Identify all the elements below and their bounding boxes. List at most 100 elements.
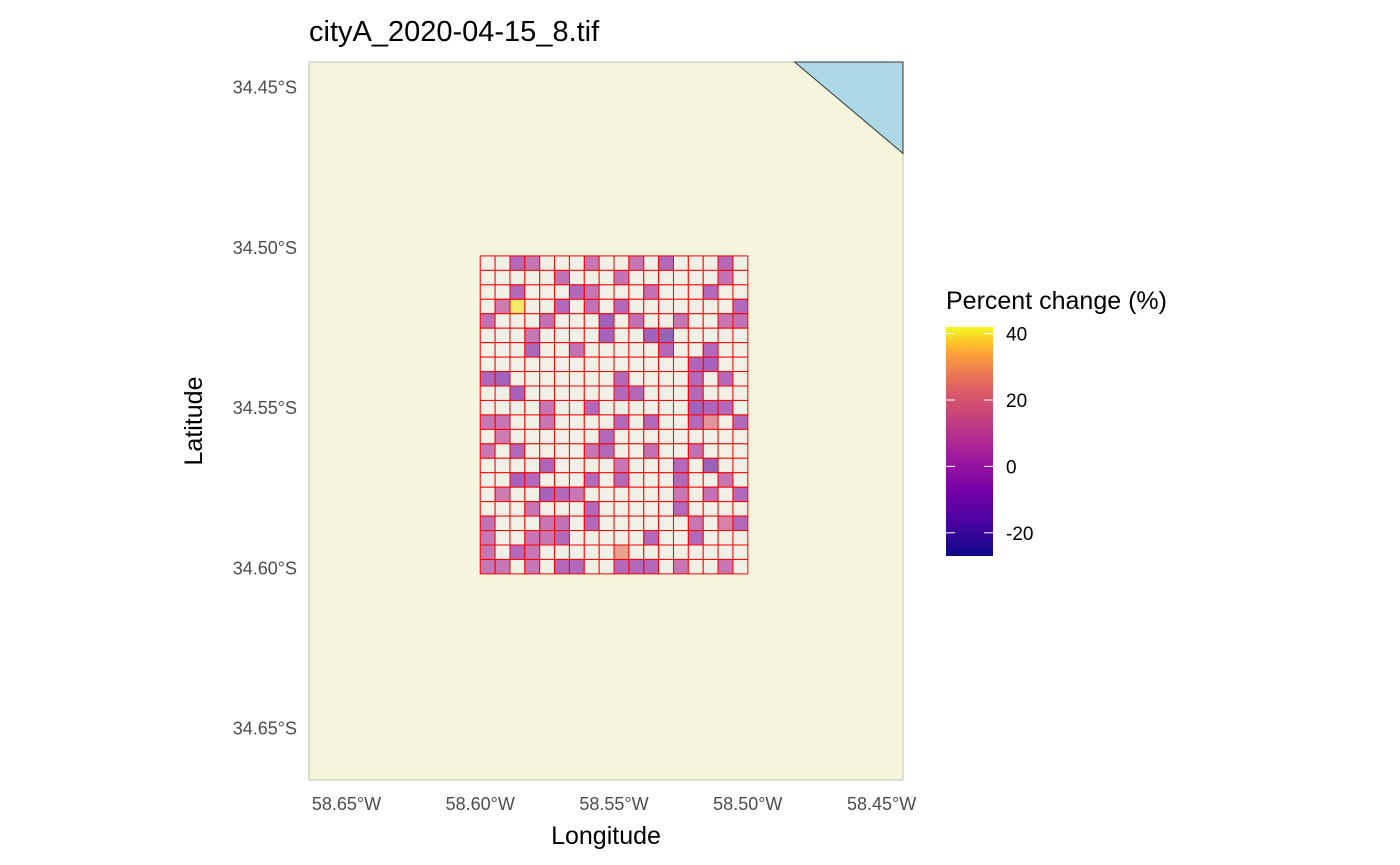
grid-cell — [524, 544, 541, 560]
grid-cell — [687, 501, 704, 517]
grid-cell — [643, 269, 660, 286]
grid-cell — [702, 269, 719, 286]
grid-cell — [702, 457, 719, 474]
grid-cell — [598, 558, 615, 575]
grid-cell — [524, 356, 541, 373]
grid-cell — [509, 486, 526, 503]
grid-cell — [658, 342, 674, 358]
grid-cell — [583, 558, 600, 575]
grid-cell — [702, 399, 719, 416]
grid-cell — [732, 443, 749, 459]
grid-cell — [732, 515, 749, 532]
grid-cell — [494, 457, 511, 474]
grid-cell — [628, 515, 645, 532]
legend-tick-label: 0 — [1006, 457, 1017, 478]
grid-cell — [479, 385, 496, 401]
grid-cell — [613, 269, 630, 286]
grid-cell — [583, 371, 600, 387]
grid-cell — [598, 342, 615, 358]
grid-cell — [732, 530, 749, 546]
grid-cell — [672, 414, 689, 430]
grid-cell — [732, 414, 749, 430]
grid-cell — [568, 298, 585, 315]
grid-cell — [628, 428, 645, 445]
grid-cell — [658, 255, 674, 271]
grid-cell — [554, 371, 570, 387]
water-body — [793, 61, 904, 155]
grid-cell — [717, 356, 734, 373]
grid-cell — [672, 443, 689, 459]
grid-cell — [554, 428, 570, 445]
grid-cell — [598, 284, 615, 300]
grid-cell — [479, 298, 496, 315]
grid-cell — [479, 443, 496, 459]
grid-cell — [613, 298, 630, 315]
grid-cell — [554, 342, 570, 358]
grid-cell — [658, 269, 674, 286]
grid-cell — [702, 342, 719, 358]
grid-cell — [494, 399, 511, 416]
grid-cell — [628, 530, 645, 546]
grid-cell — [687, 313, 704, 329]
grid-cell — [643, 385, 660, 401]
grid-cell — [568, 515, 585, 532]
legend-tick-label: -20 — [1006, 524, 1033, 545]
grid-cell — [539, 284, 556, 300]
grid-cell — [717, 298, 734, 315]
grid-cell — [717, 371, 734, 387]
grid-cell — [732, 284, 749, 300]
grid-cell — [658, 284, 674, 300]
grid-cell — [643, 486, 660, 503]
grid-cell — [583, 544, 600, 560]
grid-cell — [702, 255, 719, 271]
grid-cell — [613, 501, 630, 517]
grid-cell — [598, 399, 615, 416]
grid-cell — [702, 356, 719, 373]
grid-cell — [643, 327, 660, 344]
grid-cell — [598, 501, 615, 517]
grid-cell — [717, 486, 734, 503]
grid-cell — [568, 530, 585, 546]
grid-cell — [687, 558, 704, 575]
grid-cell — [509, 443, 526, 459]
grid-cell — [509, 284, 526, 300]
grid-cell — [479, 356, 496, 373]
grid-cell — [598, 385, 615, 401]
grid-cell — [613, 443, 630, 459]
grid-cell — [509, 371, 526, 387]
grid-cell — [568, 356, 585, 373]
grid-cell — [554, 443, 570, 459]
grid-cell — [598, 457, 615, 474]
grid-cell — [509, 530, 526, 546]
grid-cell — [524, 501, 541, 517]
grid-cell — [554, 269, 570, 286]
grid-cell — [613, 486, 630, 503]
grid-cell — [717, 313, 734, 329]
grid-cell — [509, 501, 526, 517]
legend-colorbar — [946, 327, 993, 556]
grid-cell — [672, 284, 689, 300]
grid-cell — [583, 356, 600, 373]
grid-cell — [524, 371, 541, 387]
y-axis-ticks: 34.45°S 34.50°S 34.55°S 34.60°S 34.65°S — [233, 78, 297, 739]
grid-cell — [717, 399, 734, 416]
y-tick-label: 34.65°S — [233, 719, 297, 739]
grid-cell — [554, 515, 570, 532]
grid-cell — [494, 313, 511, 329]
grid-cell — [598, 298, 615, 315]
grid-cell — [598, 255, 615, 271]
grid-cell — [658, 385, 674, 401]
grid-cell — [509, 414, 526, 430]
grid-cell — [672, 385, 689, 401]
grid-cell — [658, 327, 674, 344]
grid-cell — [598, 371, 615, 387]
grid-cell — [568, 443, 585, 459]
grid-cell — [658, 443, 674, 459]
grid-cell — [658, 428, 674, 445]
map-panel[interactable] — [308, 61, 904, 781]
grid-cell — [539, 298, 556, 315]
grid-cell — [702, 544, 719, 560]
grid-cell — [479, 486, 496, 503]
y-tick-label: 34.50°S — [233, 238, 297, 258]
grid-cell — [613, 414, 630, 430]
